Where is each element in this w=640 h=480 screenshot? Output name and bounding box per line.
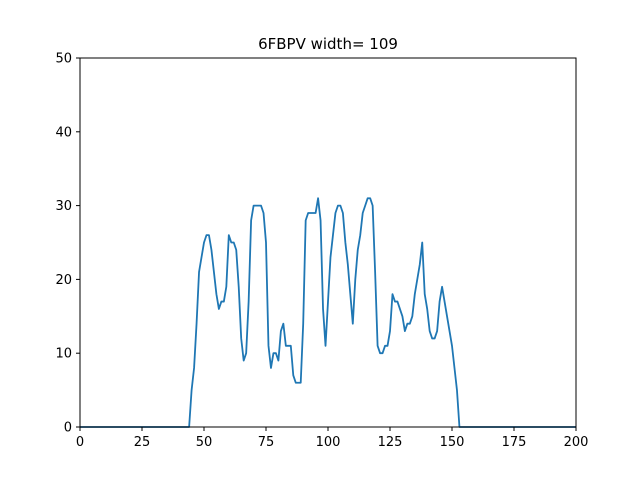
y-axis: 0 10 20 30 40 50	[55, 52, 80, 436]
x-tick-label: 150	[440, 435, 465, 450]
y-tick-label: 50	[55, 52, 72, 67]
y-tick-label: 10	[55, 347, 72, 362]
axes-frame	[79, 57, 577, 428]
y-tick-label: 40	[55, 125, 72, 140]
x-tick-label: 50	[196, 435, 213, 450]
x-tick-label: 200	[564, 435, 589, 450]
y-tick-label: 0	[64, 421, 72, 436]
x-tick-label: 100	[316, 435, 341, 450]
y-tick-label: 30	[55, 199, 72, 214]
series-line-0	[80, 197, 576, 428]
chart-title: 6FBPV width= 109	[258, 35, 398, 53]
x-tick-label: 0	[76, 435, 84, 450]
x-tick-label: 125	[378, 435, 403, 450]
x-axis: 0 25 50 75 100 125 150 175 200	[76, 427, 589, 450]
plot-area	[80, 197, 576, 428]
x-tick-label: 25	[134, 435, 151, 450]
x-tick-label: 175	[502, 435, 527, 450]
x-tick-label: 75	[258, 435, 275, 450]
y-tick-label: 20	[55, 273, 72, 288]
